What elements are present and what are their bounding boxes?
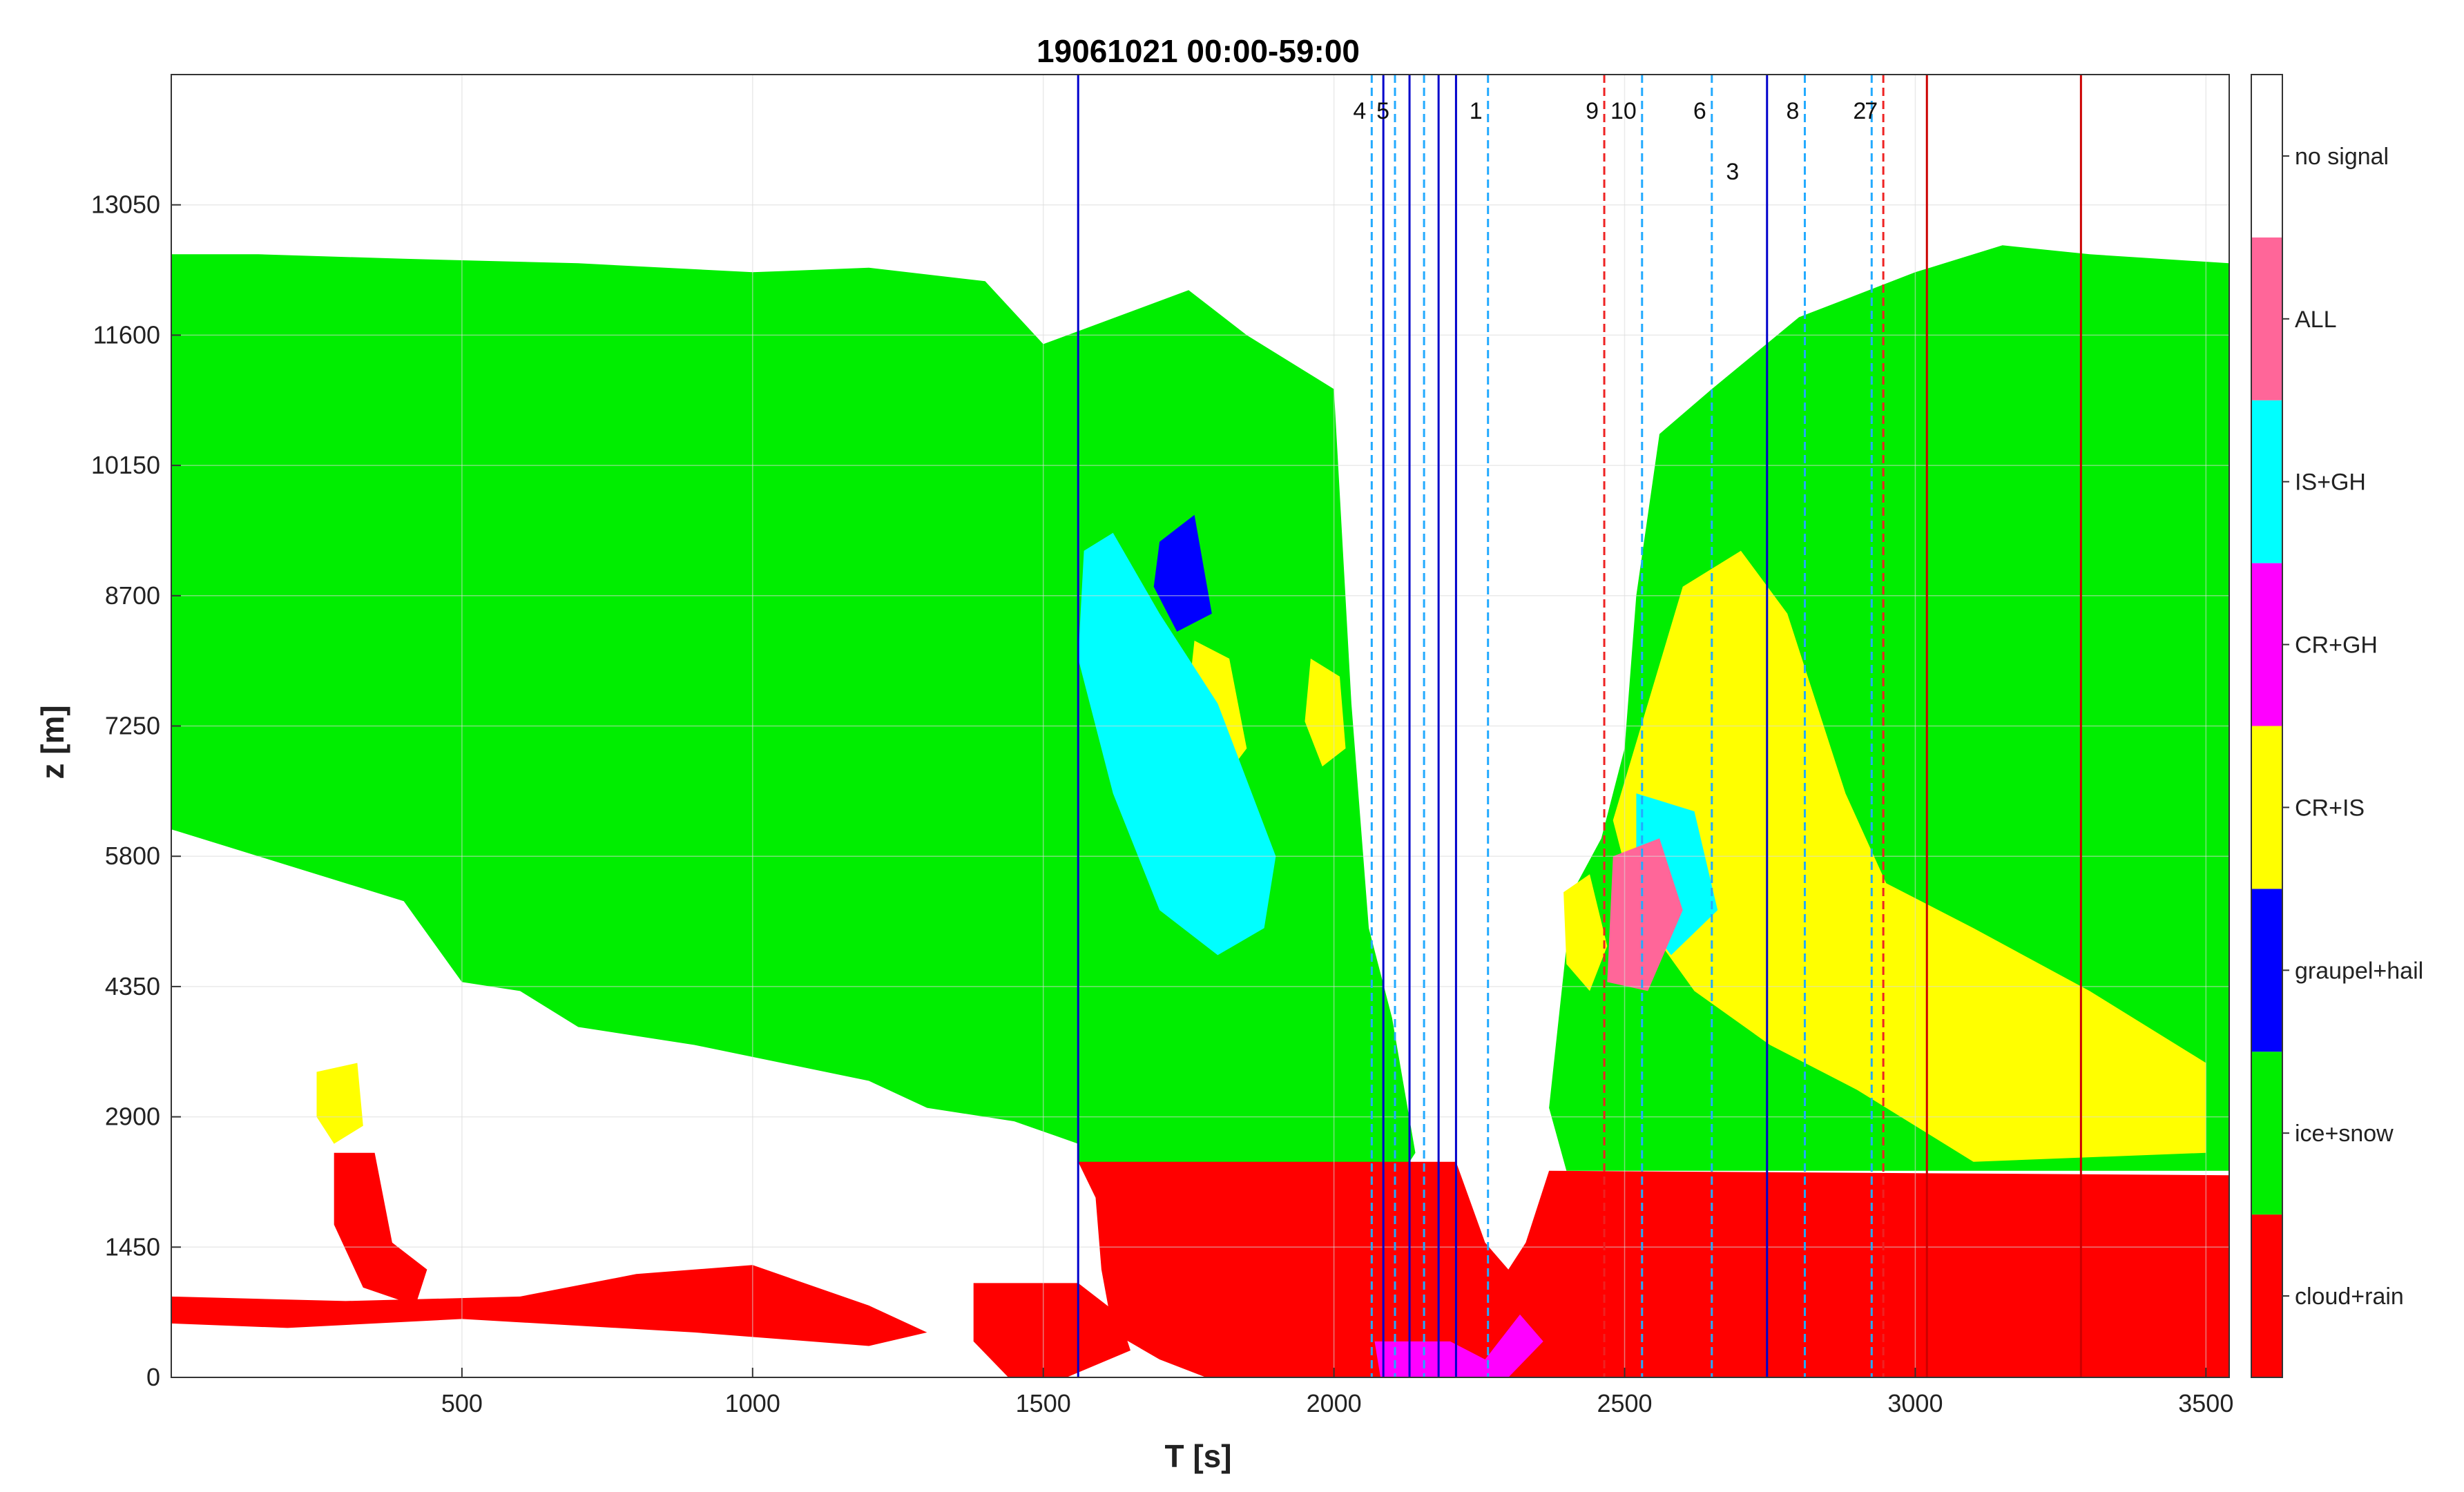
colorbar-frame: [2251, 74, 2283, 1378]
y-tick-label: 1450: [105, 1232, 160, 1261]
colorbar-swatch: [2251, 1214, 2282, 1377]
y-tick-label: 10150: [91, 451, 160, 479]
y-tick-label: 5800: [105, 842, 160, 870]
x-tick-label: 1000: [725, 1389, 780, 1417]
region-yellow-small: [316, 1063, 363, 1144]
y-tick-label: 11600: [93, 320, 160, 349]
plot-area: 4 5 1 9 10 6 3 8 27: [171, 74, 2230, 1378]
colorbar-label: no signal: [2295, 144, 2389, 170]
colorbar-label: CR+GH: [2295, 632, 2378, 659]
event-label: 7: [1865, 98, 1878, 124]
region-magenta-base: [1374, 1314, 1543, 1377]
colorbar-label: cloud+rain: [2295, 1283, 2404, 1310]
region-yellow-left-spot: [1563, 874, 1608, 991]
x-axis-label: T [s]: [1164, 1438, 1231, 1474]
colorbar: cloud+rain ice+snow graupel+hail CR+IS CR+GH…: [2251, 74, 2423, 1378]
y-tick-label: 4350: [105, 972, 160, 1000]
colorbar-label: ice+snow: [2295, 1121, 2394, 1147]
region-cyan-left: [1078, 532, 1276, 956]
colorbar-swatch: [2251, 1052, 2282, 1215]
colorbar-label: ALL: [2295, 307, 2337, 333]
event-label: 5: [1376, 98, 1389, 124]
chart-title: 19061021 00:00-59:00: [1037, 33, 1360, 69]
y-axis: 0 1450 2900 4350 5800 7250 8700 10150 11600 13050: [91, 191, 181, 1391]
region-rain-main: [1078, 1161, 2229, 1377]
region-rain-low-left: [171, 1265, 927, 1346]
colorbar-swatch: [2251, 889, 2282, 1052]
class-regions: [171, 245, 2229, 1377]
x-tick-label: 2000: [1307, 1389, 1362, 1417]
colorbar-label: CR+IS: [2295, 795, 2365, 821]
x-tick-label: 500: [441, 1389, 483, 1417]
colorbar-swatch: [2251, 563, 2282, 726]
event-label: 1: [1470, 98, 1483, 124]
region-ice-layer: [171, 254, 1416, 1189]
region-yellow-mid2: [1305, 658, 1346, 767]
x-tick-label: 1500: [1016, 1389, 1071, 1417]
colorbar-swatch: [2251, 237, 2282, 400]
y-tick-label: 0: [146, 1363, 160, 1391]
x-tick-label: 2500: [1597, 1389, 1652, 1417]
region-yellow-right: [1613, 550, 2206, 1162]
colorbar-swatch: [2251, 726, 2282, 889]
region-rain-blob: [973, 1283, 1130, 1377]
y-tick-label: 7250: [105, 712, 160, 740]
region-rain-small: [334, 1152, 427, 1306]
y-axis-label: z [m]: [35, 705, 70, 779]
event-label: 3: [1726, 159, 1739, 185]
colorbar-label: IS+GH: [2295, 469, 2366, 496]
event-label: 4: [1353, 98, 1366, 124]
region-pink-right: [1607, 838, 1683, 991]
event-label: 8: [1787, 98, 1800, 124]
event-label: 10: [1610, 98, 1637, 124]
colorbar-swatch: [2251, 400, 2282, 563]
y-tick-label: 13050: [91, 191, 160, 219]
y-tick-label: 8700: [105, 581, 160, 610]
region-blue-cores: [1153, 514, 1212, 632]
event-label: 9: [1586, 98, 1599, 124]
event-label: 6: [1693, 98, 1706, 124]
event-lines: 4 5 1 9 10 6 3 8 27: [1077, 75, 2082, 1377]
x-tick-label: 3500: [2178, 1389, 2233, 1417]
event-label: 2: [1853, 98, 1866, 124]
colorbar-label: graupel+hail: [2295, 958, 2423, 984]
grid-lines: [171, 75, 2229, 1378]
x-tick-label: 3000: [1887, 1389, 1943, 1417]
y-tick-label: 2900: [105, 1103, 160, 1131]
x-axis: 500 1000 1500 2000 2500 3000 3500: [441, 1368, 2233, 1417]
colorbar-swatch: [2251, 75, 2282, 238]
